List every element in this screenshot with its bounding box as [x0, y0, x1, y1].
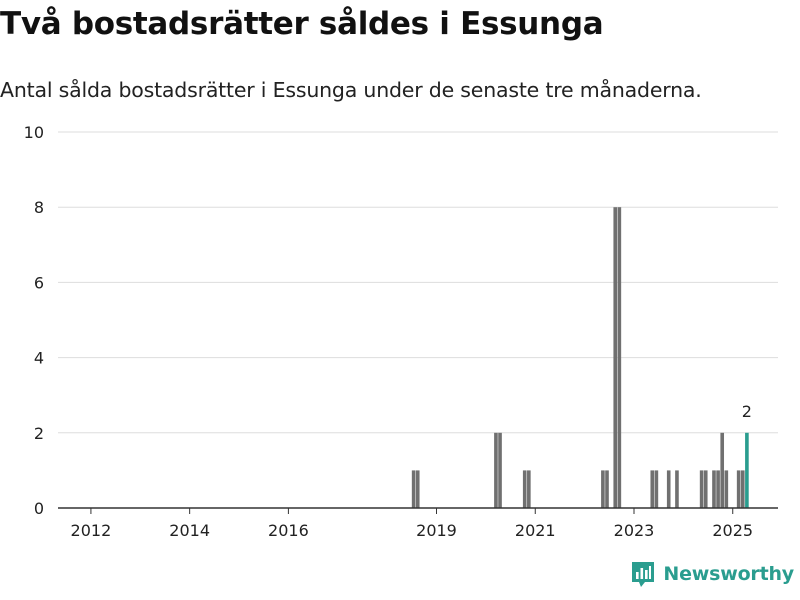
bar — [703, 470, 708, 508]
bar — [654, 470, 659, 508]
y-tick-label: 10 — [24, 123, 44, 142]
bar — [415, 470, 420, 508]
gridlines — [58, 131, 778, 434]
bar-chart: 0 2 4 6 8 10 2 2012 2014 2016 2019 2021 2023 2025 — [24, 123, 778, 540]
x-axis: 2012 2014 2016 2019 2021 2023 2025 — [58, 507, 778, 540]
newsworthy-brand: Newsworthy — [630, 560, 794, 588]
y-tick-label: 6 — [34, 273, 44, 292]
y-tick-label: 2 — [34, 424, 44, 443]
bar — [613, 207, 618, 508]
bar — [605, 470, 609, 508]
bar — [740, 470, 745, 508]
bar — [666, 470, 671, 508]
bar — [699, 470, 704, 508]
bar — [675, 470, 679, 508]
bar — [601, 470, 605, 508]
bar — [411, 470, 416, 508]
bar — [527, 470, 531, 508]
x-tick-label: 2016 — [268, 521, 309, 540]
bar — [650, 470, 655, 508]
y-axis-ticks: 0 2 4 6 8 10 — [24, 123, 44, 518]
x-tick-label: 2025 — [712, 521, 753, 540]
y-tick-label: 0 — [34, 499, 44, 518]
data-label: 2 — [742, 402, 752, 421]
bars — [411, 207, 749, 508]
bar — [712, 470, 716, 508]
x-tick-label: 2014 — [169, 521, 210, 540]
bar — [498, 432, 502, 508]
bar — [745, 432, 749, 508]
chart-title: Två bostadsrätter såldes i Essunga — [0, 6, 604, 42]
bar — [724, 470, 729, 508]
bar — [522, 470, 527, 508]
bar — [720, 432, 725, 508]
x-tick-label: 2019 — [416, 521, 457, 540]
newsworthy-logo-icon — [632, 562, 655, 587]
data-labels: 2 — [742, 402, 752, 421]
x-tick-label: 2012 — [71, 521, 112, 540]
bar — [494, 432, 498, 508]
bar — [716, 470, 720, 508]
y-tick-label: 8 — [34, 198, 44, 217]
x-tick-label: 2023 — [614, 521, 655, 540]
bar — [617, 207, 622, 508]
bar — [736, 470, 741, 508]
brand-name: Newsworthy — [663, 563, 794, 585]
chart-subtitle: Antal sålda bostadsrätter i Essunga unde… — [0, 78, 702, 102]
x-tick-label: 2021 — [515, 521, 556, 540]
y-tick-label: 4 — [34, 349, 44, 368]
